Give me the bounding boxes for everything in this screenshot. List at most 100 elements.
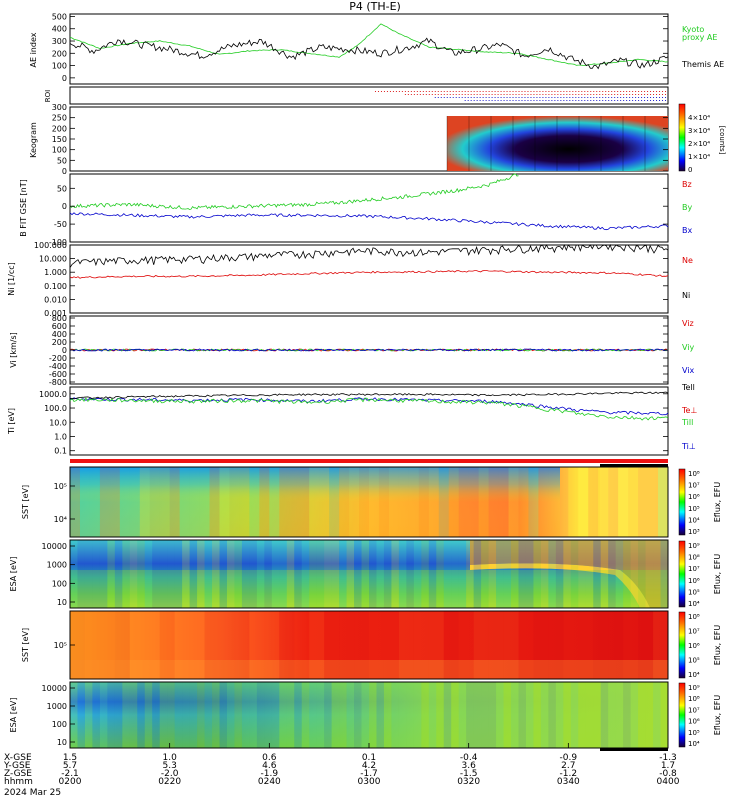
time-tick-label: 0320	[457, 777, 480, 787]
roi-dot	[623, 97, 625, 98]
density-ylabel: Ni [1/cc]	[7, 262, 16, 296]
esa-i-col	[406, 682, 414, 748]
roi-dot	[596, 94, 598, 95]
roi-dot	[407, 94, 409, 95]
esa-i-col	[70, 682, 78, 748]
sst-i-col	[159, 611, 175, 679]
esa-e-cb-tick: 10⁸	[688, 554, 700, 562]
roi-dot	[629, 100, 631, 101]
esa-e-col	[585, 540, 594, 608]
esa-e-col	[354, 540, 362, 608]
roi-dot	[404, 91, 406, 92]
velocity-tick-label: 0	[62, 346, 67, 355]
roi-dot	[602, 100, 604, 101]
roi-dot	[641, 100, 643, 101]
roi-dot	[506, 94, 508, 95]
orbit-row-label: Z-GSE	[4, 769, 32, 779]
roi-dot	[494, 94, 496, 95]
roi-dot	[431, 94, 433, 95]
sst-i-colorbar-ticks: 10⁸ 10⁷ 10⁶ 10⁵ 10⁴	[688, 613, 700, 679]
roi-dot	[659, 94, 661, 95]
roi-dot	[401, 91, 403, 92]
velocity-tick-label: 800	[52, 314, 67, 323]
esa-e-col	[189, 540, 198, 608]
roi-dot	[524, 100, 526, 101]
sst-e-col	[369, 467, 379, 537]
roi-dot	[497, 94, 499, 95]
roi-dot	[611, 97, 613, 98]
sst-i-col	[354, 611, 369, 679]
sst-e-col	[159, 467, 170, 537]
density-tick-label: 1.000	[44, 268, 67, 277]
roi-dot	[476, 97, 478, 98]
roi-dot	[581, 94, 583, 95]
roi-dot	[512, 97, 514, 98]
roi-dot	[422, 94, 424, 95]
roi-dot	[584, 100, 586, 101]
bfield-by-line	[69, 173, 519, 211]
roi-dot	[656, 91, 658, 92]
sst-e-col	[388, 467, 399, 537]
esa-i-col	[548, 682, 556, 748]
roi-dot	[602, 97, 604, 98]
roi-dot	[575, 97, 577, 98]
esa-e-col	[204, 540, 213, 608]
temperature-legend-2: Till	[681, 418, 693, 427]
roi-dot	[533, 97, 535, 98]
esa-i-col	[413, 682, 422, 748]
roi-dot	[620, 100, 622, 101]
roi-dot	[572, 94, 574, 95]
esa-i-col	[533, 682, 541, 748]
roi-dot	[437, 94, 439, 95]
roi-dot	[470, 97, 472, 98]
esa-i-col	[451, 682, 459, 748]
sst-e-col	[109, 467, 120, 537]
esa-e-col	[608, 540, 616, 608]
roi-dot	[623, 91, 625, 92]
sst-e-col	[618, 467, 629, 537]
esa-e-tick-label: 100	[52, 579, 67, 588]
roi-dot	[449, 91, 451, 92]
roi-dot	[626, 100, 628, 101]
roi-dot	[545, 100, 547, 101]
roi-dot	[419, 91, 421, 92]
esa-i-col	[152, 682, 160, 748]
bfield-yticks: 50 0 -50 -100	[49, 184, 668, 247]
esa-e-col	[107, 540, 115, 608]
keogram-tick-label: 200	[52, 124, 67, 133]
esa-i-col	[271, 682, 280, 748]
esa-i-col	[391, 682, 399, 748]
roi-ylabel: ROI	[44, 90, 52, 102]
sst-e-col	[229, 467, 240, 537]
sst-i-cb-label: Eflux, EFU	[713, 625, 722, 666]
plot-title: P4 (TH-E)	[349, 0, 401, 13]
sst-i-cb-tick: 10⁶	[688, 642, 700, 650]
roi-dot	[587, 97, 589, 98]
roi-dot	[473, 97, 475, 98]
roi-dot	[596, 91, 598, 92]
esa-e-col	[256, 540, 265, 608]
esa-i-col	[615, 682, 624, 748]
time-tick-label: 0200	[59, 777, 82, 787]
esa-e-col	[413, 540, 422, 608]
keogram-tick-label: 100	[52, 146, 67, 155]
roi-dot	[641, 97, 643, 98]
roi-dot	[641, 91, 643, 92]
esa-e-col	[309, 540, 317, 608]
esa-i-cb-label: Eflux, EFU	[713, 695, 722, 736]
esa-i-col	[114, 682, 123, 748]
roi-dot	[542, 100, 544, 101]
keogram-colorbar-ticks: 4×10⁴ 3×10⁴ 2×10⁴ 1×10⁴ 0	[688, 114, 710, 174]
sst-e-tick-label: 10⁵	[54, 482, 67, 491]
roi-dot	[494, 91, 496, 92]
keogram-cb-tick: 2×10⁴	[688, 140, 710, 148]
roi-dot	[479, 91, 481, 92]
sst-i-col	[488, 611, 504, 679]
roi-dot	[467, 91, 469, 92]
sst-i-col	[548, 611, 564, 679]
roi-dot	[461, 97, 463, 98]
roi-dot	[500, 91, 502, 92]
roi-dot	[524, 94, 526, 95]
